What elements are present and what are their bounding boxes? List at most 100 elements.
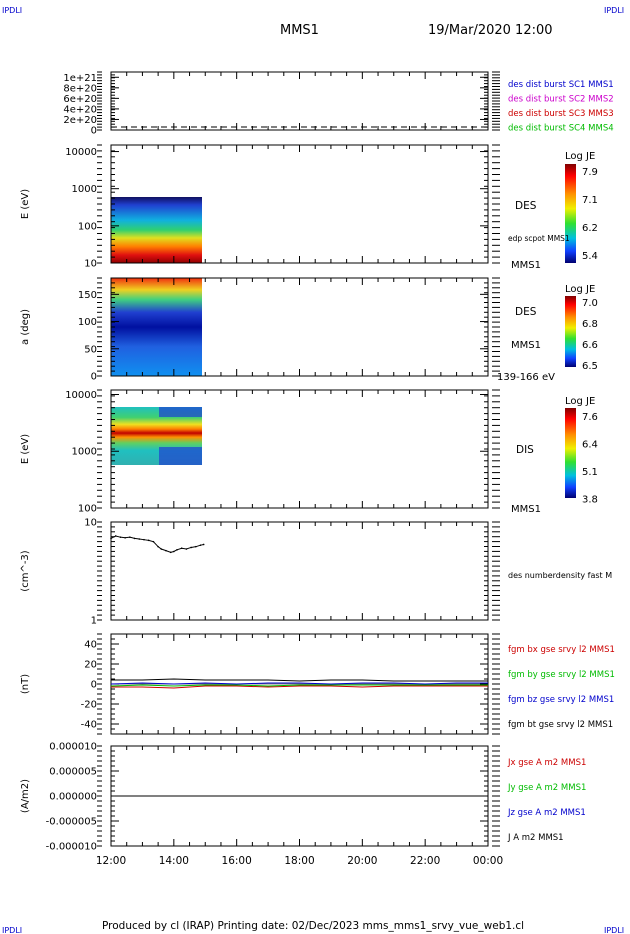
density-point — [133, 537, 136, 540]
des-pitch-spectrogram-left — [111, 278, 159, 376]
colorbar-tick: 7.6 — [582, 412, 598, 423]
ytick-label-2-1: 50 — [84, 344, 97, 355]
xtick-label: 20:00 — [347, 855, 377, 867]
legend-item: fgm bz gse srvy l2 MMS1 — [508, 695, 614, 705]
des-energy-spectrogram — [111, 197, 202, 263]
legend-item: Jz gse A m2 MMS1 — [507, 808, 586, 818]
legend-item: des dist burst SC3 MMS3 — [508, 109, 614, 119]
right-label-dis: DIS — [516, 444, 534, 456]
density-point — [176, 549, 178, 551]
ytick-label-0-0: 0 — [91, 126, 97, 137]
right-label-pitch: DES — [515, 306, 537, 318]
legend-item: des dist burst SC2 MMS2 — [508, 95, 614, 105]
ytick-label-0-5: 1e+21 — [63, 73, 97, 84]
density-point — [185, 548, 188, 550]
colorbar-tick: 6.6 — [582, 340, 598, 351]
colorbar-tick: 6.2 — [582, 223, 598, 234]
ytick-label-5-0: -40 — [81, 720, 97, 731]
b-series-line — [110, 684, 488, 687]
date-label: 19/Mar/2020 12:00 — [428, 23, 553, 38]
ytick-label-5-2: 0 — [91, 680, 97, 691]
right-sublabel-pitch: MMS1 — [511, 340, 541, 351]
colorbar-tick: 6.8 — [582, 319, 598, 330]
density-point — [202, 543, 205, 546]
ytick-label-0-1: 2e+20 — [63, 115, 97, 126]
dis-energy-spectrogram-blue-low — [159, 447, 202, 465]
colorbar-dis-energy — [565, 408, 576, 498]
colorbar-tick: 7.0 — [582, 298, 598, 309]
ytick-label-1-3: 10000 — [65, 147, 97, 158]
ytick-label-5-3: 20 — [84, 660, 97, 671]
xtick-label: 00:00 — [473, 855, 503, 867]
legend-item: Jy gse A m2 MMS1 — [507, 783, 586, 793]
corner-bl: IPDLI — [2, 926, 22, 934]
xtick-label: 12:00 — [96, 855, 126, 867]
ylabel-6: (A/m2) — [20, 779, 31, 813]
colorbar-tick: 6.4 — [582, 440, 598, 451]
dis-energy-spectrogram-blue — [159, 407, 202, 417]
legend-item: fgm bx gse srvy l2 MMS1 — [508, 645, 615, 655]
xtick-label: 18:00 — [284, 855, 314, 867]
colorbar-des-pitch — [565, 296, 576, 367]
ytick-label-0-2: 4e+20 — [63, 104, 97, 115]
ylabel-1: E (eV) — [20, 189, 31, 219]
ytick-label-5-1: -20 — [81, 700, 97, 711]
density-point — [169, 551, 172, 554]
legend-item: des dist burst SC1 MMS1 — [508, 80, 614, 90]
colorbar-tick: 6.5 — [582, 361, 598, 372]
ytick-label-3-1: 1000 — [72, 447, 97, 458]
legend-item: fgm by gse srvy l2 MMS1 — [508, 670, 615, 680]
page-title: MMS1 — [280, 23, 319, 38]
b-series-line — [111, 685, 488, 689]
density-point — [152, 540, 155, 543]
density-point — [199, 544, 202, 546]
density-point — [119, 536, 122, 538]
density-point — [143, 538, 145, 541]
density-point — [138, 538, 141, 540]
right-sublabel-des: edp scpot MMS1 — [508, 234, 570, 243]
ytick-label-6-4: 0.000010 — [49, 742, 97, 753]
colorbar-tick: 7.9 — [582, 167, 598, 178]
footer-text: Produced by cl (IRAP) Printing date: 02/… — [102, 920, 524, 932]
ytick-label-6-3: 0.000005 — [49, 767, 97, 778]
density-point — [165, 549, 167, 552]
legend-item: des dist burst SC4 MMS4 — [508, 124, 614, 134]
corner-tr: IPDLI — [604, 6, 624, 15]
series-layer — [110, 535, 488, 797]
colorbar-title: Log JE — [565, 284, 595, 295]
colorbar-title: Log JE — [565, 396, 595, 407]
colorbar-des-energy — [565, 164, 576, 263]
ytick-label-4-0: 1 — [91, 616, 97, 627]
density-point — [195, 545, 197, 548]
density-point — [157, 545, 159, 548]
density-point — [180, 547, 183, 550]
ytick-label-0-4: 8e+20 — [63, 83, 97, 94]
density-point — [190, 546, 192, 549]
ytick-label-1-0: 10 — [84, 259, 97, 270]
density-point — [160, 548, 163, 550]
ylabel-3: E (eV) — [20, 434, 31, 464]
axes-layer: 02e+204e+206e+208e+201e+2110100100010000… — [20, 71, 615, 867]
legend-item: fgm bt gse srvy l2 MMS1 — [508, 720, 613, 730]
ytick-label-3-0: 100 — [78, 504, 97, 515]
ytick-label-6-0: -0.000010 — [46, 842, 97, 853]
density-point — [173, 550, 175, 553]
ylabel-5: (nT) — [20, 674, 31, 694]
ytick-label-0-3: 6e+20 — [63, 94, 97, 105]
panel-frame-0 — [110, 71, 489, 131]
density-point — [110, 537, 112, 540]
xtick-label: 14:00 — [159, 855, 189, 867]
bottom-right-pitch: 139-166 eV — [497, 372, 555, 383]
ylabel-4: (cm^-3) — [20, 550, 31, 591]
colorbar-tick: 7.1 — [582, 195, 598, 206]
bottom-right-des: MMS1 — [511, 260, 541, 271]
ytick-label-2-3: 150 — [78, 290, 97, 301]
ytick-label-2-0: 0 — [91, 372, 97, 383]
legend-item: Jx gse A m2 MMS1 — [507, 758, 586, 768]
colorbar-tick: 5.1 — [582, 467, 598, 478]
panel-frame-4 — [110, 521, 489, 621]
corner-tl: IPDLI — [2, 6, 22, 15]
density-line — [110, 535, 204, 553]
ytick-label-6-2: 0.000000 — [49, 792, 97, 803]
